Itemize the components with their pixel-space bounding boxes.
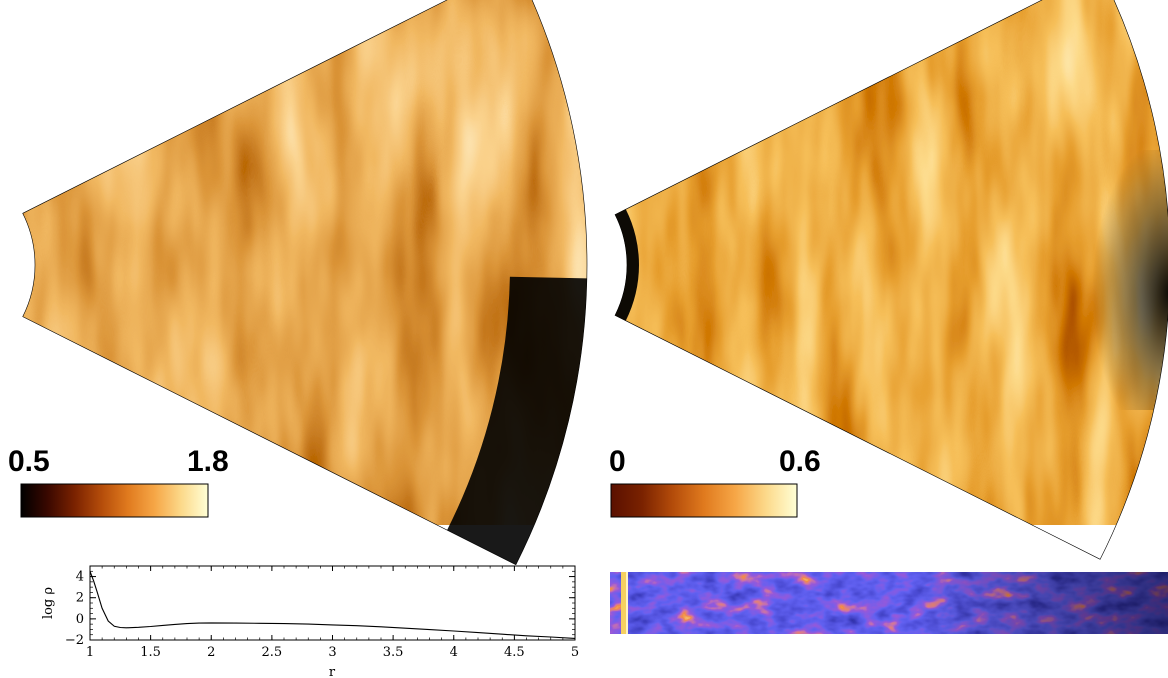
left-colorbar-max-label: 1.8 [187,445,229,478]
log-density-line-plot: 1 1.5 2 2.5 3 3.5 4 4.5 5 −2 0 2 4 r log ρ [41,565,579,678]
x-tick-label: 4.5 [504,645,525,660]
x-tick-label: 2 [207,645,215,660]
x-axis-ticks: 1 1.5 2 2.5 3 3.5 4 4.5 5 [86,566,579,660]
plot-frame [89,565,576,641]
right-colorbar-max-label: 0.6 [779,445,821,478]
bottom-right-vorticity-strip [610,572,1168,634]
y-tick-label: 0 [76,612,84,627]
left-colorbar [20,483,209,518]
x-tick-label: 5 [571,645,579,660]
y-axis-ticks: −2 0 2 4 [65,565,575,648]
right-colorbar-min-label: 0 [609,445,626,478]
x-tick-label: 4 [450,645,458,660]
x-tick-label: 1.5 [140,645,161,660]
x-tick-label: 3 [328,645,336,660]
left-colorbar-min-label: 0.5 [8,445,50,478]
right-wedge-velocity-map [615,0,1168,525]
x-tick-label: 3.5 [383,645,404,660]
y-tick-label: 4 [76,570,84,585]
x-tick-label: 1 [86,645,94,660]
right-colorbar [610,483,798,518]
y-axis-label: log ρ [41,587,56,619]
series-line [89,571,576,639]
x-axis-label: r [329,665,336,678]
y-tick-label: 2 [76,591,84,606]
left-wedge-density-map [22,0,588,565]
left-wedge-outline [22,0,588,566]
y-tick-label: −2 [65,633,84,648]
x-tick-label: 2.5 [262,645,283,660]
